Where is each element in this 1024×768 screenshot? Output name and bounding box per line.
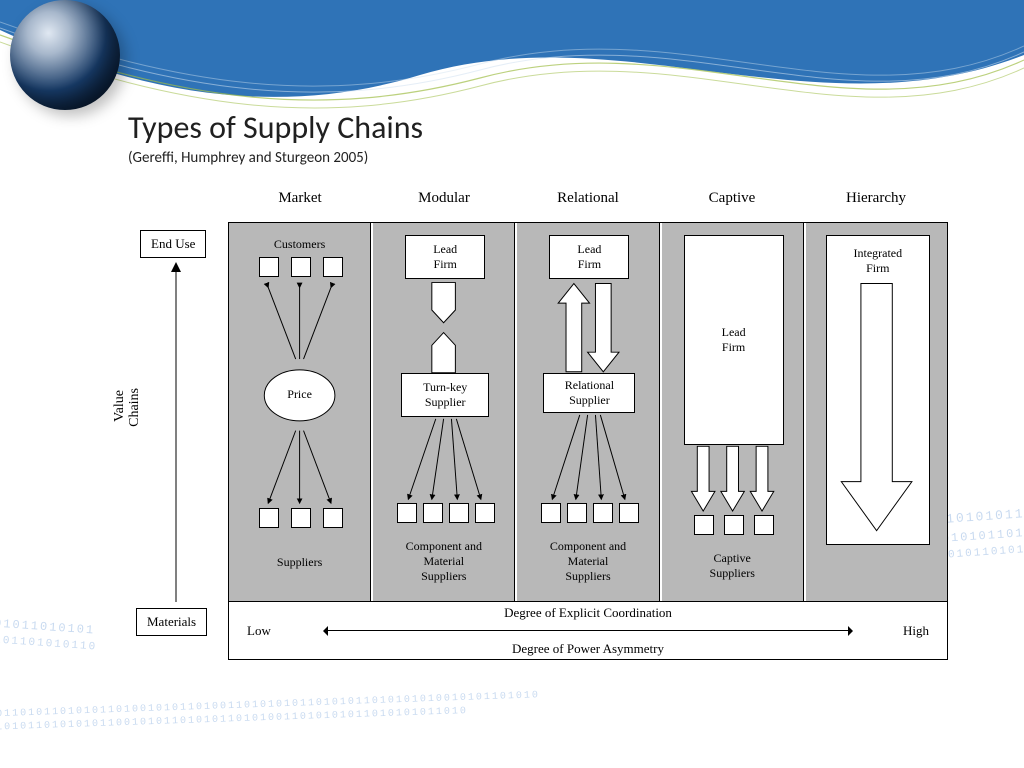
y-side-label-1: Value — [112, 390, 128, 422]
col-header-modular: Modular — [372, 190, 516, 216]
y-side-label-2: Chains — [127, 388, 143, 427]
panel-captive: Lead Firm Captive Suppliers — [662, 223, 804, 601]
col-header-hierarchy: Hierarchy — [804, 190, 948, 216]
panel-modular: Lead Firm Turn-key Supplier Component an… — [373, 223, 515, 601]
panel-relational: Lead Firm Relational Supplier Component … — [517, 223, 659, 601]
y-bottom-label: Materials — [136, 608, 207, 636]
hierarchy-arrow — [806, 223, 947, 601]
market-arrows — [229, 223, 370, 601]
component-box-icon — [423, 503, 443, 523]
market-bottom-label: Suppliers — [229, 555, 370, 570]
market-mid-label: Price — [229, 387, 370, 402]
modular-bottom-label: Component and Material Suppliers — [373, 539, 514, 584]
column-headers: Market Modular Relational Captive Hierar… — [228, 190, 948, 216]
y-top-label: End Use — [140, 230, 206, 258]
x-axis-high: High — [903, 623, 929, 639]
x-axis-line2: Degree of Power Asymmetry — [512, 641, 664, 657]
component-box-icon — [593, 503, 613, 523]
supplier-box-icon — [291, 508, 311, 528]
slide-subtitle: (Gereffi, Humphrey and Sturgeon 2005) — [128, 149, 423, 167]
globe-icon — [10, 0, 120, 110]
x-axis: Degree of Explicit Coordination Low High… — [228, 602, 948, 660]
x-axis-line1: Degree of Explicit Coordination — [504, 605, 672, 621]
panels-row: Customers Price Suppliers — [228, 222, 948, 602]
col-header-market: Market — [228, 190, 372, 216]
captive-supplier-box-icon — [694, 515, 714, 535]
supplier-box-icon — [259, 508, 279, 528]
y-axis-arrow — [168, 262, 184, 602]
x-axis-arrow-line — [328, 630, 848, 631]
component-box-icon — [541, 503, 561, 523]
panel-hierarchy: Integrated Firm — [806, 223, 947, 601]
relational-bottom-label: Component and Material Suppliers — [517, 539, 658, 584]
captive-arrows — [662, 223, 803, 601]
component-box-icon — [397, 503, 417, 523]
component-box-icon — [619, 503, 639, 523]
panel-market: Customers Price Suppliers — [229, 223, 371, 601]
supplier-box-icon — [323, 508, 343, 528]
title-block: Types of Supply Chains (Gereffi, Humphre… — [128, 108, 423, 167]
component-box-icon — [475, 503, 495, 523]
col-header-relational: Relational — [516, 190, 660, 216]
captive-bottom-label: Captive Suppliers — [662, 551, 803, 581]
captive-supplier-box-icon — [754, 515, 774, 535]
component-box-icon — [567, 503, 587, 523]
captive-supplier-box-icon — [724, 515, 744, 535]
x-axis-low: Low — [247, 623, 271, 639]
binary-deco: 01011010101 — [0, 616, 96, 637]
binary-deco: 101101010110 — [0, 634, 98, 653]
slide-title: Types of Supply Chains — [128, 108, 423, 147]
col-header-captive: Captive — [660, 190, 804, 216]
supply-chain-diagram: Market Modular Relational Captive Hierar… — [140, 190, 960, 662]
component-box-icon — [449, 503, 469, 523]
